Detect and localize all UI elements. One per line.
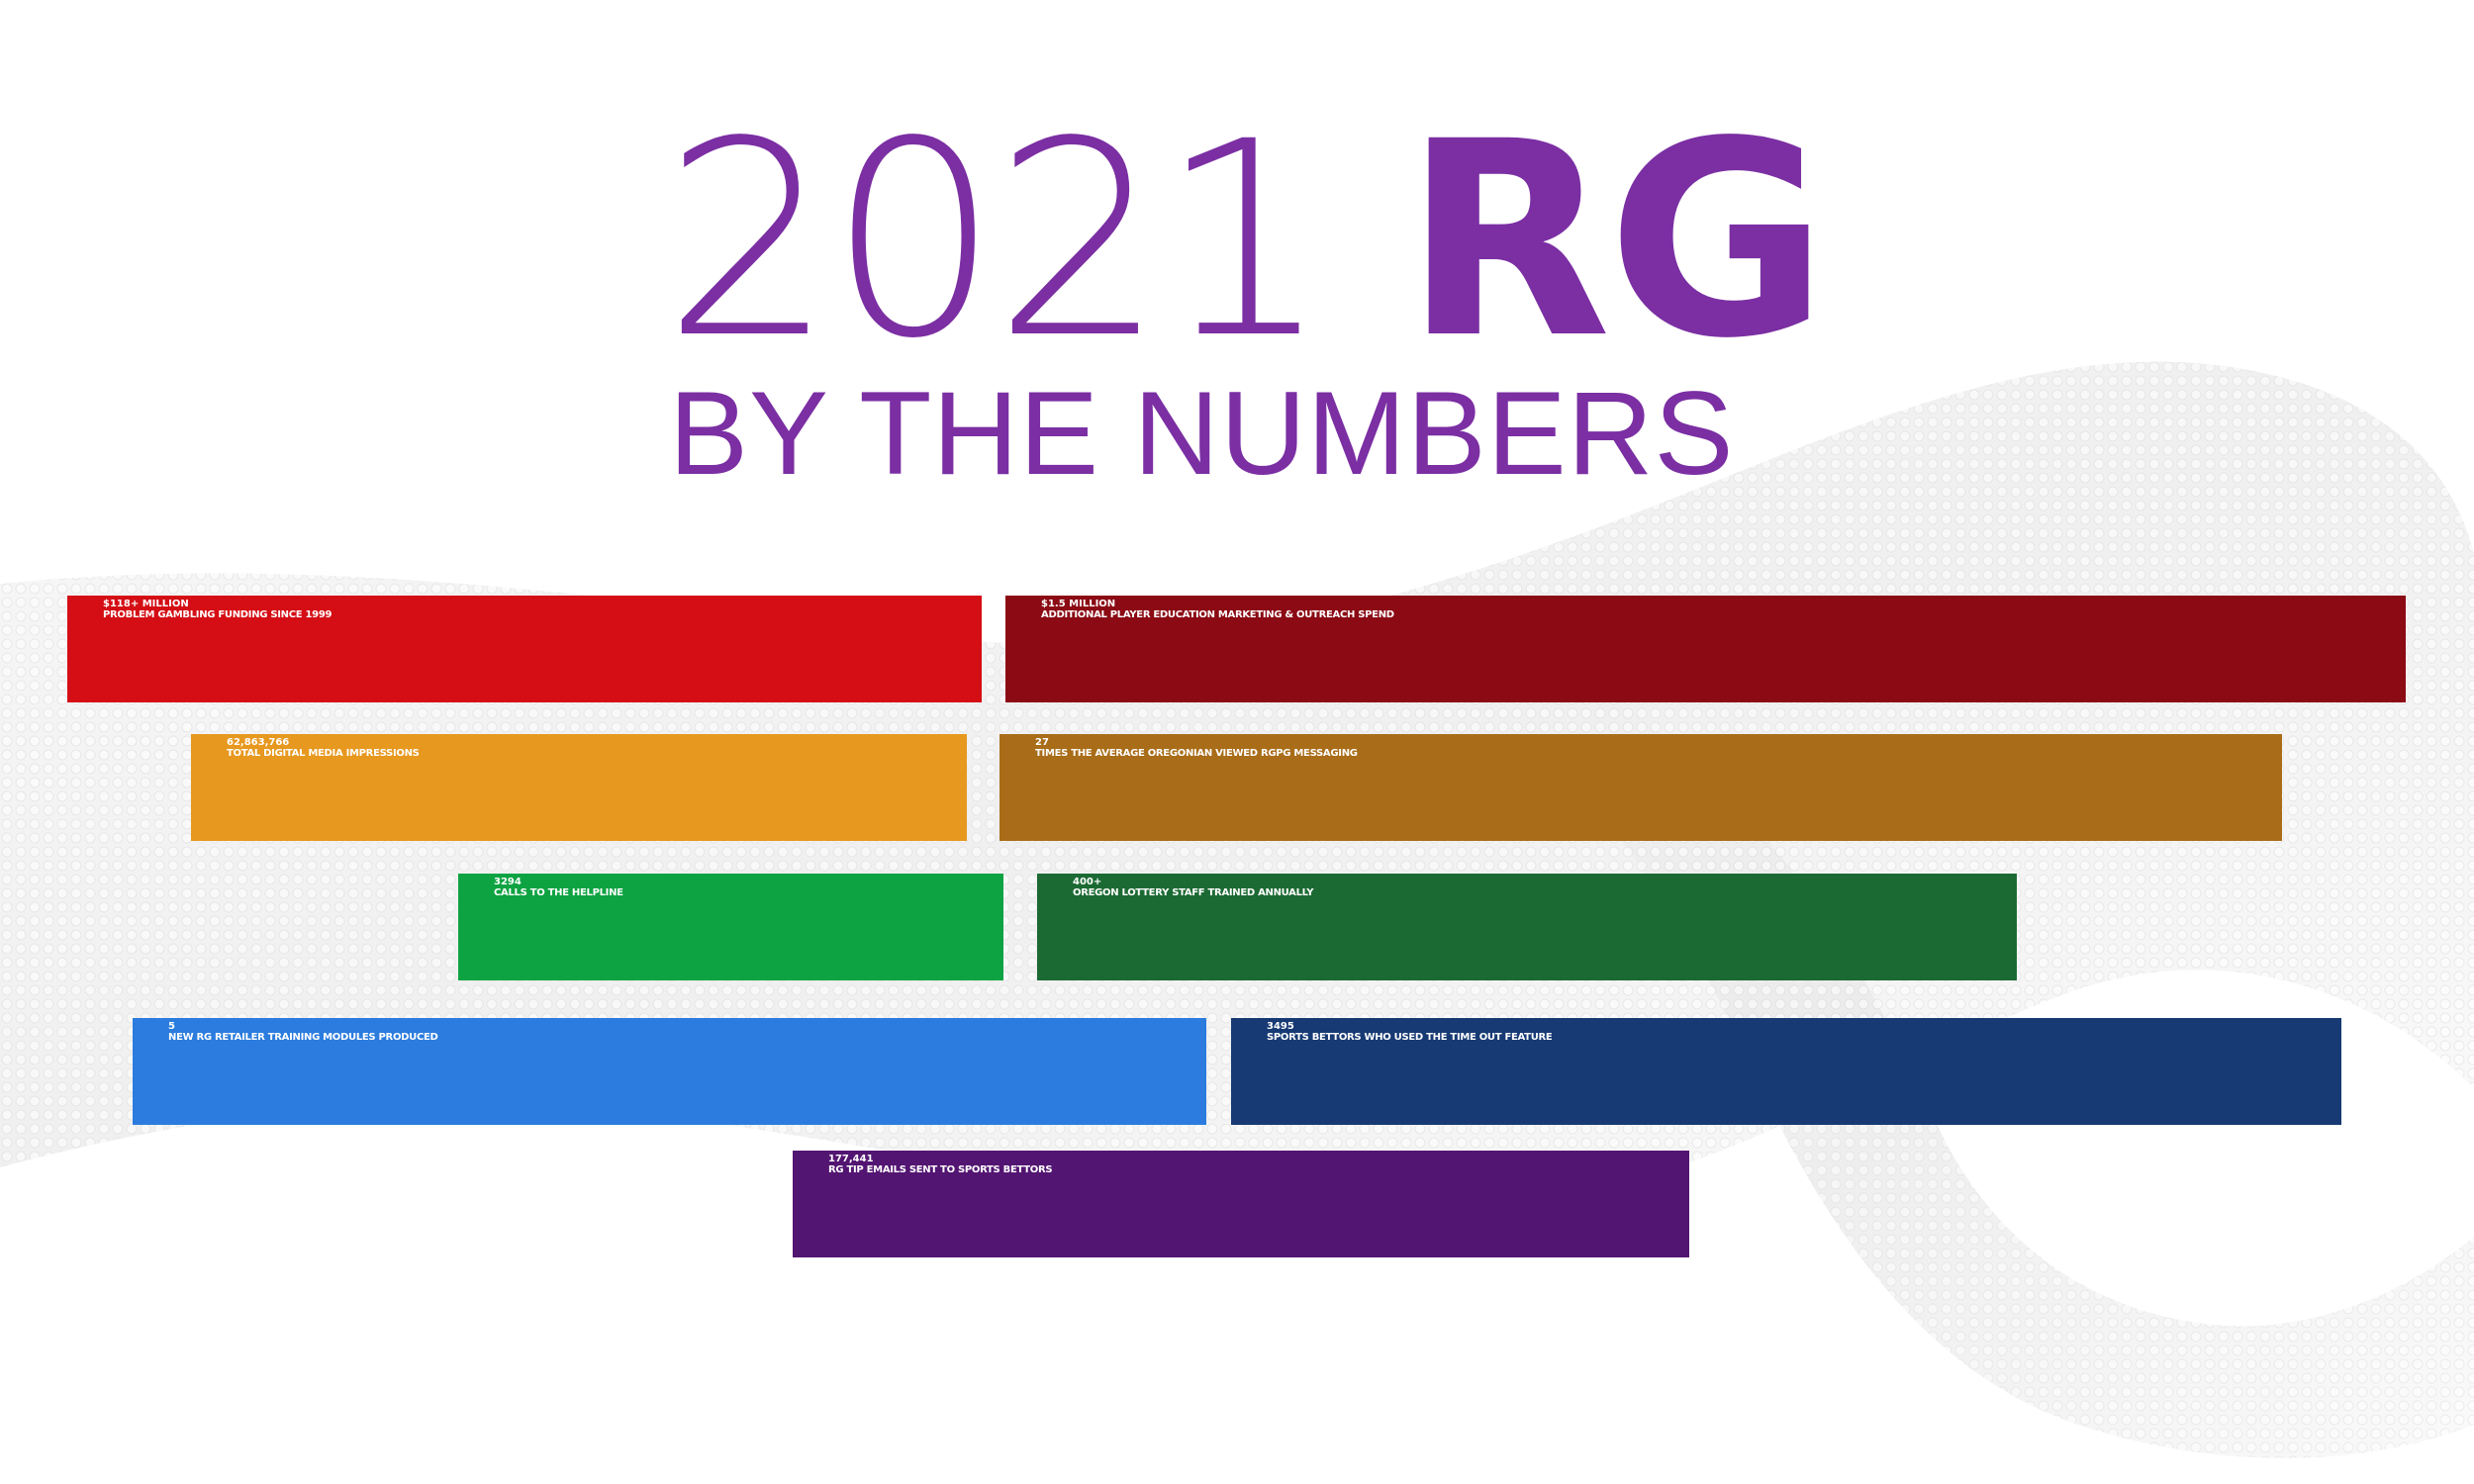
stat-value: 400+ [1073,877,1102,887]
stat-label: TIMES THE AVERAGE OREGONIAN VIEWED RGPG … [1035,748,1358,760]
stat-label: ADDITIONAL PLAYER EDUCATION MARKETING & … [1041,609,1394,621]
stat-tip-emails: 177,441 RG TIP EMAILS SENT TO SPORTS BET… [793,1151,1689,1257]
stat-outreach-spend: $1.5 MILLION ADDITIONAL PLAYER EDUCATION… [1005,596,2406,702]
stat-impressions: 62,863,766 TOTAL DIGITAL MEDIA IMPRESSIO… [191,734,967,841]
stat-label: NEW RG RETAILER TRAINING MODULES PRODUCE… [168,1032,438,1044]
headline-rg: RG [1403,85,1829,398]
headline: 2021 RG [663,107,1828,376]
stat-value: $118+ MILLION [103,599,189,609]
stat-funding: $118+ MILLION PROBLEM GAMBLING FUNDING S… [67,596,982,702]
stat-views: 27 TIMES THE AVERAGE OREGONIAN VIEWED RG… [999,734,2282,841]
stat-staff-trained: 400+ OREGON LOTTERY STAFF TRAINED ANNUAL… [1037,874,2017,980]
stat-label: RG TIP EMAILS SENT TO SPORTS BETTORS [828,1164,1053,1176]
stat-label: TOTAL DIGITAL MEDIA IMPRESSIONS [227,748,420,760]
stat-label: SPORTS BETTORS WHO USED THE TIME OUT FEA… [1267,1032,1553,1044]
stat-value: $1.5 MILLION [1041,599,1116,609]
stat-value: 3495 [1267,1021,1294,1032]
headline-subtitle: BY THE NUMBERS [669,367,1735,500]
stat-value: 27 [1035,737,1049,748]
stat-helpline-calls: 3294 CALLS TO THE HELPLINE [458,874,1003,980]
stat-value: 177,441 [828,1154,874,1164]
stat-time-out-users: 3495 SPORTS BETTORS WHO USED THE TIME OU… [1231,1018,2341,1125]
stat-label: PROBLEM GAMBLING FUNDING SINCE 1999 [103,609,333,621]
stat-value: 62,863,766 [227,737,290,748]
stat-training-modules: 5 NEW RG RETAILER TRAINING MODULES PRODU… [133,1018,1206,1125]
headline-year: 2021 [663,85,1330,398]
stat-value: 3294 [494,877,522,887]
stat-label: OREGON LOTTERY STAFF TRAINED ANNUALLY [1073,887,1314,899]
stat-value: 5 [168,1021,175,1032]
stat-label: CALLS TO THE HELPLINE [494,887,623,899]
